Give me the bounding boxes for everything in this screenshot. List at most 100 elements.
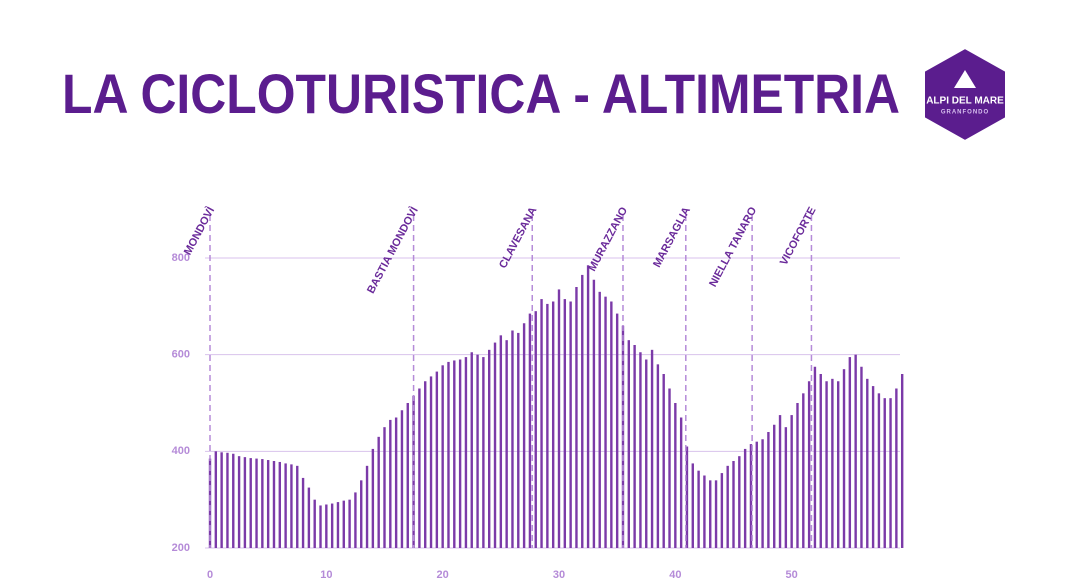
bar: [441, 365, 444, 548]
bar: [761, 439, 764, 548]
bar: [615, 313, 619, 548]
bar: [458, 359, 462, 548]
bar: [284, 463, 287, 548]
bar: [656, 364, 660, 548]
bar: [575, 287, 578, 548]
bar: [645, 359, 648, 548]
bar: [476, 354, 479, 548]
bar: [464, 357, 468, 548]
bar: [499, 335, 503, 548]
bar: [249, 458, 252, 548]
bar: [546, 303, 549, 548]
bar: [703, 475, 706, 548]
bar: [854, 354, 857, 548]
annotation-label: BASTIA MONDOVÌ: [364, 205, 421, 296]
bar: [883, 398, 886, 548]
bar: [383, 427, 386, 548]
bar: [778, 415, 782, 548]
bar: [592, 279, 596, 548]
bar: [453, 360, 456, 548]
annotation-label: MARSAGLIA: [651, 205, 693, 269]
bar: [424, 381, 427, 548]
y-tick-label: 800: [172, 252, 190, 264]
bar: [866, 378, 869, 548]
bar: [598, 291, 601, 548]
bar: [551, 301, 555, 548]
bar: [784, 427, 788, 548]
bar: [697, 470, 700, 548]
x-tick-label: 0: [207, 569, 213, 580]
bar: [435, 371, 439, 548]
bar: [406, 403, 409, 548]
bar: [685, 446, 689, 548]
bar: [610, 301, 613, 548]
bar: [330, 503, 334, 548]
bar: [860, 366, 863, 548]
logo-hexagon: [923, 46, 1007, 143]
bar: [581, 274, 584, 548]
x-tick-label: 30: [553, 569, 565, 580]
bar: [517, 332, 520, 548]
y-tick-label: 400: [172, 445, 190, 457]
bar: [790, 415, 793, 548]
bar: [738, 456, 741, 548]
bar: [278, 461, 281, 548]
bar: [296, 465, 299, 548]
bar: [755, 441, 758, 548]
bar: [743, 448, 747, 548]
x-tick-label: 20: [437, 569, 449, 580]
bar: [691, 463, 694, 548]
annotation-label: CLAVESANA: [497, 205, 539, 270]
bar: [307, 487, 311, 548]
bar: [807, 381, 811, 548]
annotation-label: MONDOVÌ: [181, 205, 217, 258]
bar: [557, 289, 561, 548]
logo-icon: [954, 70, 976, 88]
bar: [732, 461, 735, 548]
bar: [900, 374, 904, 548]
logo-name: ALPI DEL MARE: [926, 96, 1004, 107]
bar: [825, 381, 828, 548]
bar: [400, 410, 404, 548]
bar: [668, 388, 671, 548]
bar: [365, 465, 369, 548]
bar: [563, 299, 567, 548]
bar: [208, 458, 212, 548]
bar: [226, 452, 229, 548]
bar: [679, 417, 683, 548]
bar: [342, 500, 345, 548]
bar: [266, 460, 270, 548]
bar: [522, 323, 526, 548]
bar: [360, 480, 363, 548]
bar: [237, 456, 241, 548]
bar: [714, 480, 718, 548]
x-tick-label: 40: [669, 569, 681, 580]
annotation-label: MURAZZANO: [586, 205, 630, 274]
bar: [813, 366, 817, 548]
bar: [470, 352, 473, 548]
bar: [493, 342, 497, 548]
bar: [511, 330, 514, 548]
bar: [482, 357, 485, 548]
bar: [488, 349, 491, 548]
bar: [214, 451, 218, 548]
logo-subtitle: GRANFONDO: [941, 110, 989, 116]
logo: ALPI DEL MARE GRANFONDO: [923, 46, 1007, 143]
bar: [627, 340, 630, 548]
bar: [220, 452, 223, 548]
bar: [877, 393, 881, 548]
bar: [662, 374, 665, 548]
bar: [569, 301, 572, 548]
bar: [389, 419, 392, 548]
bar: [272, 461, 276, 548]
bar: [319, 505, 322, 548]
bar: [528, 313, 532, 548]
x-tick-label: 10: [320, 569, 332, 580]
bar: [767, 432, 770, 548]
bar: [720, 473, 724, 548]
bar: [633, 345, 636, 548]
y-tick-label: 600: [172, 349, 190, 361]
bar: [313, 499, 316, 548]
chart-title: LA CICLOTURISTICA - ALTIMETRIA: [62, 62, 900, 125]
